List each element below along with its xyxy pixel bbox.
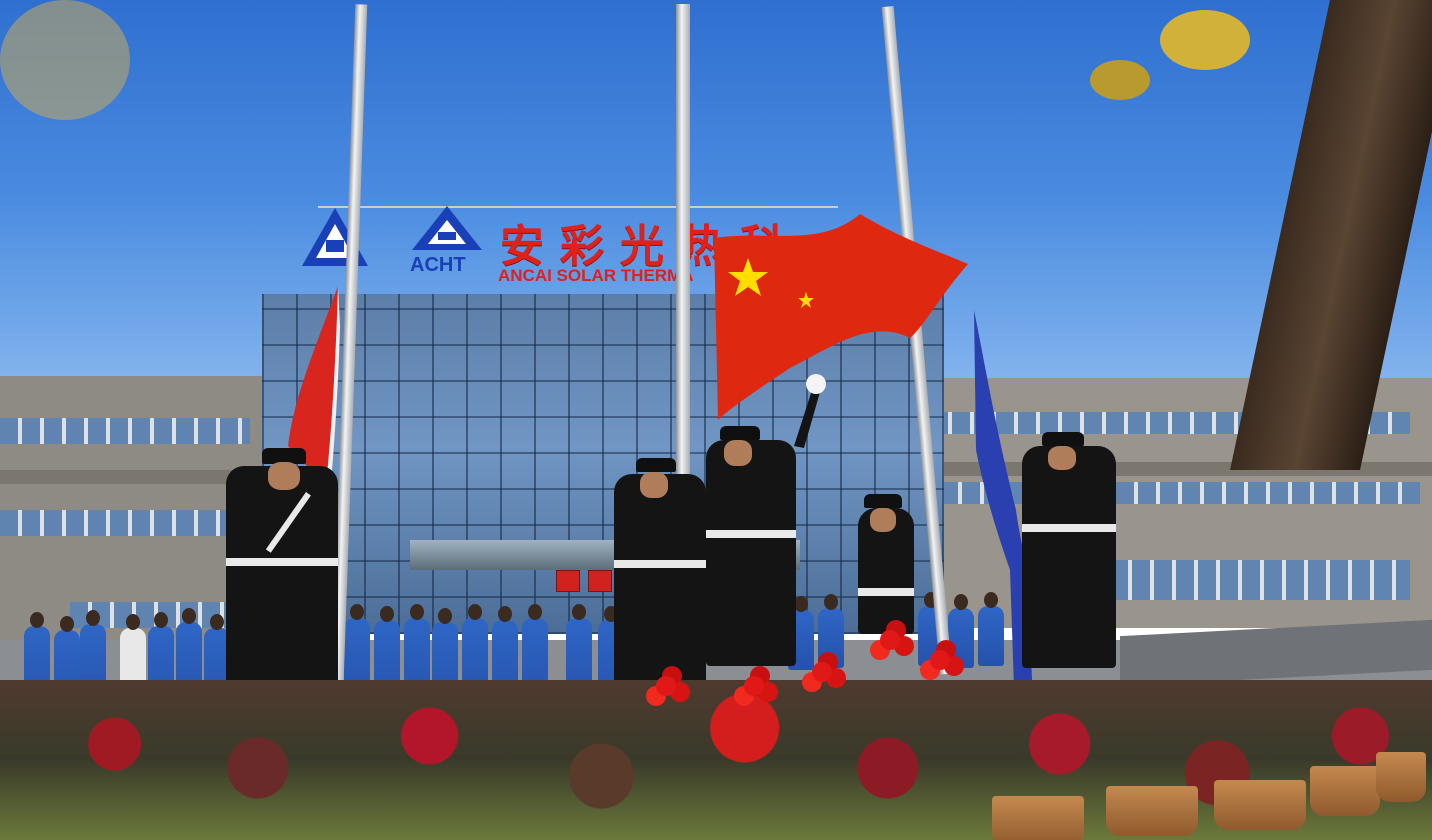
flower-pot [1376, 752, 1426, 802]
tree-foliage [1160, 10, 1250, 70]
sign-char: 安 [500, 221, 546, 272]
china-flag-icon [714, 214, 968, 420]
guard-belt [706, 530, 796, 538]
guard-cap [262, 448, 306, 464]
worker [948, 594, 974, 668]
tree-foliage [1090, 60, 1150, 100]
flower-pot [1106, 786, 1198, 836]
guard-face [640, 472, 668, 498]
red-flowers [656, 676, 676, 696]
guard-cap [1042, 432, 1084, 446]
honor-guard [1022, 432, 1116, 668]
guard-face [870, 508, 896, 532]
entrance-banner [556, 570, 580, 592]
red-flowers [930, 650, 950, 670]
guard-belt [226, 558, 338, 566]
flower-pot [992, 796, 1084, 840]
window-row [1110, 560, 1410, 600]
honor-guard [858, 494, 914, 634]
guard-face [268, 462, 300, 490]
tree-branches [0, 0, 130, 120]
rooftop-sign-frame [318, 206, 838, 294]
worker [978, 592, 1004, 666]
flower-pot [1310, 766, 1380, 816]
acht-triangle-logo-icon [412, 206, 482, 250]
guard-cap [720, 426, 760, 440]
honor-guard [706, 426, 796, 666]
company-english-name: ANCAI SOLAR THERMA [498, 266, 694, 285]
red-flowers [812, 662, 832, 682]
sign-char: 光 [620, 221, 666, 272]
red-flowers [880, 630, 900, 650]
guard-belt [1022, 524, 1116, 532]
guard-sash [265, 492, 311, 553]
sign-char: 彩 [560, 221, 606, 272]
wall-band [0, 470, 262, 484]
raised-arm [794, 374, 826, 448]
window-row [0, 510, 250, 536]
left-building-wing [0, 376, 262, 642]
red-white-flag-icon [288, 286, 340, 496]
guard-cap [636, 458, 676, 472]
worker [818, 594, 844, 668]
red-flowers [744, 676, 764, 696]
guard-cap [864, 494, 902, 508]
guard-belt [614, 560, 706, 568]
guard-belt [858, 588, 914, 596]
entrance-banner [588, 570, 612, 592]
flower-pot [1214, 780, 1306, 830]
guard-face [724, 440, 752, 466]
guard-face [1048, 446, 1076, 470]
window-row [0, 418, 250, 444]
blue-company-flag-icon [974, 310, 1032, 688]
company-logo-text: ACHT [410, 254, 466, 276]
